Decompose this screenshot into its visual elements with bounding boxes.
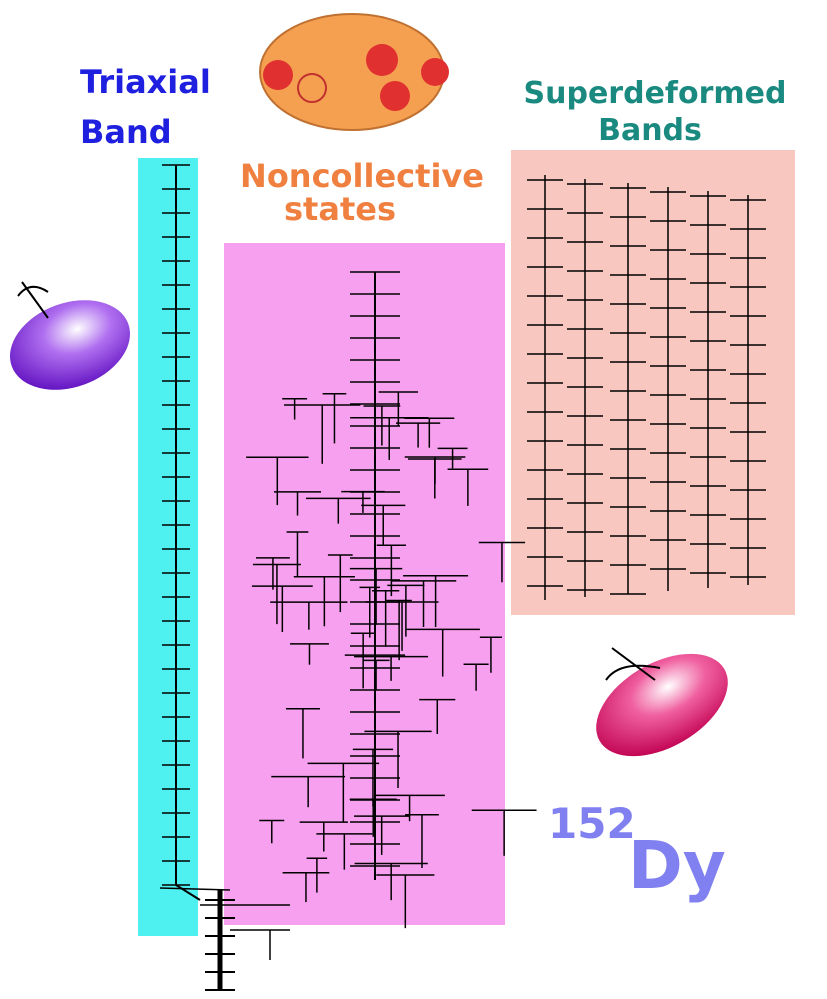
triaxial-ellipsoid — [0, 282, 143, 406]
nucleus-icon — [260, 14, 449, 130]
region-title: Triaxial — [80, 63, 211, 101]
superdeformed-ellipsoid — [579, 633, 746, 778]
triaxial-region — [138, 158, 198, 936]
region-title: states — [284, 190, 396, 228]
region-title: Band — [80, 113, 172, 151]
region-title: Superdeformed — [524, 76, 787, 111]
region-title: Bands — [598, 113, 702, 148]
diagram: Triaxial Band Noncollective states Super… — [0, 0, 827, 999]
element-symbol: Dy — [628, 827, 726, 904]
mass-number: 152 — [548, 799, 636, 848]
